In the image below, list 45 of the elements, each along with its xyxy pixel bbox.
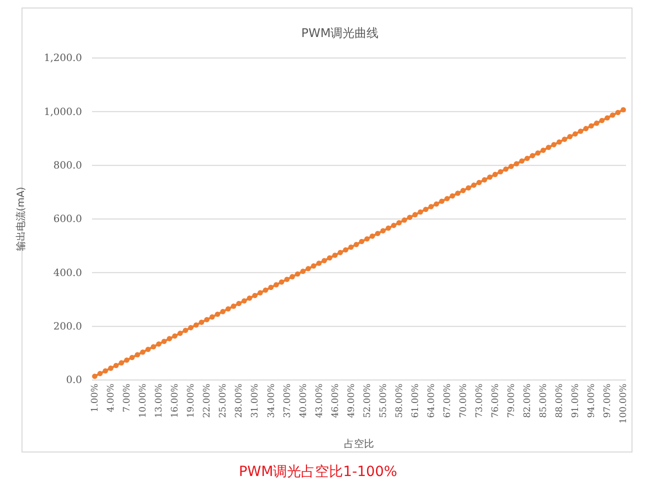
x-tick-label: 16.00% xyxy=(170,383,181,418)
x-tick-label: 76.00% xyxy=(491,383,502,418)
x-tick-label: 52.00% xyxy=(362,383,373,418)
x-tick-label: 67.00% xyxy=(442,383,453,418)
y-tick-label: 1,200.0 xyxy=(44,53,82,64)
x-tick-label: 61.00% xyxy=(410,383,421,418)
x-tick-label: 34.00% xyxy=(266,383,277,418)
x-tick-label: 13.00% xyxy=(154,383,165,418)
y-tick-label: 400.0 xyxy=(53,268,82,279)
x-tick-label: 88.00% xyxy=(555,383,566,418)
x-tick-label: 25.00% xyxy=(218,383,229,418)
x-tick-label: 70.00% xyxy=(458,383,469,418)
x-tick-label: 46.00% xyxy=(330,383,341,418)
x-tick-label: 94.00% xyxy=(587,383,598,418)
x-tick-label: 97.00% xyxy=(603,383,614,418)
x-tick-label: 82.00% xyxy=(523,383,534,418)
x-axis-title: 占空比 xyxy=(344,438,374,450)
x-tick-label: 37.00% xyxy=(282,383,293,418)
x-tick-label: 64.00% xyxy=(426,383,437,418)
y-tick-label: 0.0 xyxy=(66,375,82,386)
x-tick-label: 10.00% xyxy=(138,383,149,418)
x-tick-label: 19.00% xyxy=(186,383,197,418)
x-tick-label: 73.00% xyxy=(474,383,485,418)
x-tick-label: 7.00% xyxy=(122,383,133,412)
text: PWM调光占空比1-100% xyxy=(238,464,398,480)
x-tick-label: 31.00% xyxy=(250,383,261,418)
x-tick-label: 43.00% xyxy=(314,383,325,418)
x-tick-label: 79.00% xyxy=(507,383,518,418)
x-tick-label: 91.00% xyxy=(571,383,582,418)
x-tick-label: 85.00% xyxy=(539,383,550,418)
x-tick-label: 28.00% xyxy=(234,383,245,418)
x-tick-label: 100.00% xyxy=(619,383,630,424)
x-tick-label: 49.00% xyxy=(346,383,357,418)
y-tick-label: 1,000.0 xyxy=(44,106,82,118)
y-tick-label: 800.0 xyxy=(53,160,82,172)
x-tick-label: 22.00% xyxy=(202,383,213,418)
y-tick-label: 600.0 xyxy=(53,214,82,226)
x-tick-label: 1.00% xyxy=(90,383,101,412)
y-axis-title: 输出电流(mA) xyxy=(15,186,27,252)
x-tick-label: 4.00% xyxy=(106,383,117,412)
x-tick-label: 55.00% xyxy=(378,383,389,418)
chart-title: PWM调光曲线 xyxy=(301,26,379,40)
x-tick-label: 58.00% xyxy=(394,383,405,418)
x-tick-label: 40.00% xyxy=(298,383,309,418)
y-tick-label: 200.0 xyxy=(53,322,82,333)
